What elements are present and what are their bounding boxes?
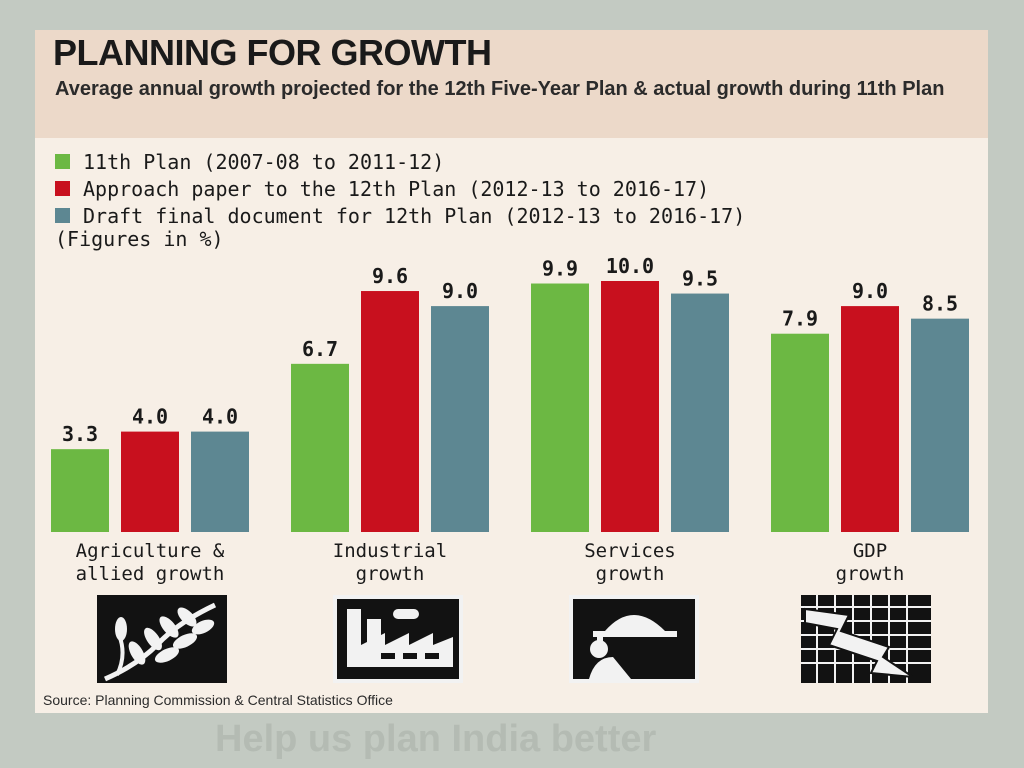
legend-item-11th-plan: 11th Plan (2007-08 to 2011-12): [55, 148, 745, 175]
bar: [531, 283, 589, 532]
falling-graph-icon: [801, 595, 931, 683]
source-note: Source: Planning Commission & Central St…: [43, 692, 393, 708]
chart-subtitle: Average annual growth projected for the …: [55, 78, 945, 100]
data-label: 6.7: [302, 337, 338, 361]
bar: [841, 306, 899, 532]
data-label: 9.6: [372, 264, 408, 288]
legend-label: 11th Plan (2007-08 to 2011-12): [83, 149, 445, 174]
bar: [191, 431, 249, 532]
legend-label: Draft final document for 12th Plan (2012…: [83, 203, 746, 228]
legend-swatch: [55, 208, 70, 223]
bar: [601, 281, 659, 532]
bar: [771, 333, 829, 532]
category-label: growth: [836, 563, 905, 585]
data-label: 9.5: [682, 267, 718, 291]
chart-title: PLANNING FOR GROWTH: [53, 32, 492, 73]
legend-label: Approach paper to the 12th Plan (2012-13…: [83, 176, 710, 201]
waiter-icon: [569, 595, 699, 683]
bar: [291, 363, 349, 532]
data-label: 4.0: [132, 405, 168, 429]
bar: [911, 318, 969, 532]
data-label: 8.5: [922, 292, 958, 316]
data-label: 10.0: [606, 254, 654, 278]
category-label: Industrial: [333, 540, 447, 562]
category-label: growth: [596, 563, 665, 585]
legend-swatch: [55, 181, 70, 196]
category-label: Agriculture &: [76, 540, 225, 562]
bar: [361, 291, 419, 532]
legend-item-approach-paper: Approach paper to the 12th Plan (2012-13…: [55, 175, 745, 202]
data-label: 7.9: [782, 307, 818, 331]
watermark-text: Help us plan India better: [215, 718, 657, 760]
category-label: allied growth: [76, 563, 225, 585]
legend: 11th Plan (2007-08 to 2011-12) Approach …: [55, 148, 745, 229]
data-label: 4.0: [202, 405, 238, 429]
bar: [121, 431, 179, 532]
unit-note: (Figures in %): [55, 227, 224, 251]
wheat-icon: [97, 595, 227, 683]
category-label: Services: [584, 540, 676, 562]
bar: [51, 449, 109, 532]
header-band: PLANNING FOR GROWTH Average annual growt…: [35, 30, 988, 138]
category-label: growth: [356, 563, 425, 585]
infographic-panel: PLANNING FOR GROWTH Average annual growt…: [35, 30, 988, 713]
category-label: GDP: [853, 540, 887, 562]
bar: [671, 293, 729, 532]
legend-item-draft-final: Draft final document for 12th Plan (2012…: [55, 202, 745, 229]
factory-icon: [333, 595, 463, 683]
data-label: 3.3: [62, 422, 98, 446]
bar-chart: 3.3 4.0 4.0 Agriculture &allied growth 6.7 9.…: [51, 254, 969, 585]
data-label: 9.9: [542, 257, 578, 281]
data-label: 9.0: [852, 279, 888, 303]
data-label: 9.0: [442, 279, 478, 303]
legend-swatch: [55, 154, 70, 169]
bar: [431, 306, 489, 532]
